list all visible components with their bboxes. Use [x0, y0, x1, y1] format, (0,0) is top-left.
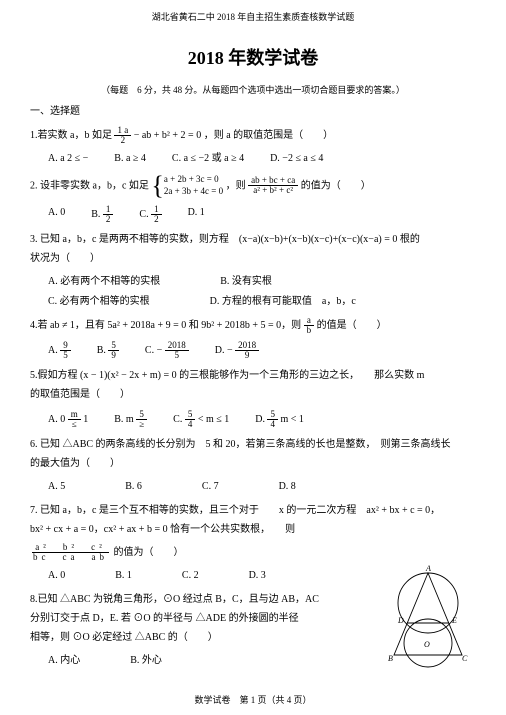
label-a: A: [425, 565, 431, 573]
q1-opt-d: D. −2 ≤ a ≤ 4: [270, 151, 323, 167]
q3-line2: 状况为（ ）: [30, 249, 476, 268]
q1-opt-b: B. a ≥ 4: [114, 151, 146, 167]
label-c: C: [462, 654, 468, 663]
q7-expr: a² b² c² bc ca ab: [30, 543, 111, 562]
q5-stem: 5.假如方程 (x − 1)(x² − 2x + m) = 0 的三根能够作为一…: [30, 366, 476, 385]
q4-opt-d: D. − 20189: [215, 341, 259, 360]
geometry-diagram-icon: A B C D E O: [380, 565, 476, 675]
q6-options: A. 5 B. 6 C. 7 D. 8: [48, 479, 476, 495]
header-text: 湖北省黄石二中 2018 年自主招生素质查核数学试题: [152, 12, 355, 22]
q1-stem-a: 1.若实数 a，b 如足: [30, 130, 114, 141]
q8-line2: 分别订交于点 D，E. 若 ⊙O 的半径与 △ADE 的外接圆的半径: [30, 609, 350, 628]
title: 2018 年数学试卷: [30, 44, 476, 73]
q1-opt-c: C. a ≤ −2 或 a ≥ 4: [172, 151, 244, 167]
brace-icon: {: [151, 173, 163, 199]
q2-row1: a + 2b + 3c = 0: [164, 174, 223, 186]
q6-opt-b: B. 6: [125, 479, 142, 495]
q8-figure: A B C D E O: [380, 565, 476, 675]
q3-options-row1: A. 必有两个不相等的实根 B. 没有实根: [48, 274, 476, 290]
q2-opt-d: D. 1: [188, 205, 205, 224]
instruction: （每题 6 分，共 48 分。从每题四个选项中选出一项切合题目要求的答案。）: [30, 83, 476, 97]
q2-opt-a: A. 0: [48, 205, 65, 224]
q6-opt-c: C. 7: [202, 479, 219, 495]
q8-stem: 8.已知 △ABC 为锐角三角形，⊙O 经过点 B，C，且与边 AB，AC: [30, 590, 350, 609]
q5-line2: 的取值范围是（ ）: [30, 385, 476, 404]
q5-opt-c: C. 54 < m ≤ 1: [173, 410, 229, 429]
label-b: B: [388, 654, 393, 663]
q1-options: A. a 2 ≤ − B. a ≥ 4 C. a ≤ −2 或 a ≥ 4 D.…: [48, 151, 476, 167]
q8-opt-b: B. 外心: [130, 653, 162, 669]
q5-opt-b: B. m 5≥: [114, 410, 147, 429]
q6-opt-a: A. 5: [48, 479, 65, 495]
q5-opt-a: A. 0 m≤ 1: [48, 410, 88, 429]
question-5: 5.假如方程 (x − 1)(x² − 2x + m) = 0 的三根能够作为一…: [30, 366, 476, 404]
label-o: O: [424, 640, 430, 649]
q7-opt-a: A. 0: [48, 568, 65, 584]
q6-line2: 的最大值为（ ）: [30, 454, 476, 473]
q3-options-row2: C. 必有两个相等的实根 D. 方程的根有可能取值 a，b，c: [48, 294, 476, 310]
q2-opt-c: C. 12: [139, 205, 161, 224]
q2-options: A. 0 B. 12 C. 12 D. 1: [48, 205, 476, 224]
question-4: 4.若 ab ≠ 1，且有 5a² + 2018a + 9 = 0 和 9b² …: [30, 316, 476, 335]
section-1-label: 一、选择题: [30, 104, 476, 120]
question-6: 6. 已知 △ABC 的两条高线的长分别为 5 和 20，若第三条高线的长也是整…: [30, 435, 476, 473]
q4-opt-b: B. 59: [97, 341, 119, 360]
q1-opt-a: A. a 2 ≤ −: [48, 151, 88, 167]
q4-opt-c: C. − 20185: [145, 341, 189, 360]
q2-expr: ab + bc + ca a² + b² + c²: [248, 176, 298, 195]
q4-stem-tail: 的值是（ ）: [317, 320, 387, 331]
q2-mid: ，则: [226, 180, 246, 191]
question-2: 2. 设非零实数 a，b，c 如足 { a + 2b + 3c = 0 2a +…: [30, 173, 476, 199]
q2-opt-b: B. 12: [91, 205, 113, 224]
q8-opt-a: A. 内心: [48, 653, 80, 669]
q3-opt-d: D. 方程的根有可能取值 a，b，c: [210, 294, 356, 310]
q3-opt-a: A. 必有两个不相等的实根: [48, 274, 160, 290]
q7-opt-b: B. 1: [115, 568, 132, 584]
q4-opt-a: A. 95: [48, 341, 71, 360]
q6-stem: 6. 已知 △ABC 的两条高线的长分别为 5 和 20，若第三条高线的长也是整…: [30, 435, 476, 454]
q7-expr-block: a² b² c² bc ca ab 的值为（ ）: [30, 543, 476, 562]
question-8: 8.已知 △ABC 为锐角三角形，⊙O 经过点 B，C，且与边 AB，AC 分别…: [30, 590, 350, 647]
q3-opt-b: B. 没有实根: [220, 274, 272, 290]
q4-stem-frac: a b: [304, 316, 315, 335]
q1-eq: − ab + b² + 2 = 0: [134, 130, 202, 141]
label-e: E: [451, 616, 457, 625]
q7-stem: 7. 已知 a，b，c 是三个互不相等的实数，且三个对于 x 的一元二次方程 a…: [30, 501, 476, 520]
q8-line3: 相等，则 ⊙O 必定经过 △ABC 的（ ）: [30, 628, 350, 647]
q2-system: { a + 2b + 3c = 0 2a + 3b + 4c = 0: [151, 173, 223, 199]
question-3: 3. 已知 a，b，c 是两两不相等的实数，则方程 (x−a)(x−b)+(x−…: [30, 230, 476, 268]
q6-opt-d: D. 8: [279, 479, 296, 495]
q7-opt-d: D. 3: [249, 568, 266, 584]
q3-stem: 3. 已知 a，b，c 是两两不相等的实数，则方程 (x−a)(x−b)+(x−…: [30, 230, 476, 249]
page-footer: 数学试卷 第 1 页（共 4 页）: [0, 693, 506, 707]
q2-tail: 的值为（ ）: [301, 180, 371, 191]
q3-opt-c: C. 必有两个相等的实根: [48, 294, 150, 310]
q5-options: A. 0 m≤ 1 B. m 5≥ C. 54 < m ≤ 1 D. 54 m …: [48, 410, 476, 429]
q7-tail: 的值为（ ）: [113, 547, 183, 558]
q1-frac: 1 a 2: [114, 126, 131, 145]
q4-options: A. 95 B. 59 C. − 20185 D. − 20189: [48, 341, 476, 360]
q5-opt-d: D. 54 m < 1: [255, 410, 304, 429]
q7-opt-c: C. 2: [182, 568, 199, 584]
q1-stem-b: ，则 a 的取值范围是（ ）: [204, 130, 333, 141]
q2-row2: 2a + 3b + 4c = 0: [164, 186, 223, 198]
label-d: D: [397, 616, 404, 625]
q2-pre: 2. 设非零实数 a，b，c 如足: [30, 180, 149, 191]
q7-line2: bx² + cx + a = 0，cx² + ax + b = 0 恰有一个公共…: [30, 520, 476, 539]
q4-stem: 4.若 ab ≠ 1，且有 5a² + 2018a + 9 = 0 和 9b² …: [30, 320, 304, 331]
page-header: 湖北省黄石二中 2018 年自主招生素质查核数学试题: [30, 10, 476, 24]
question-7: 7. 已知 a，b，c 是三个互不相等的实数，且三个对于 x 的一元二次方程 a…: [30, 501, 476, 562]
question-1: 1.若实数 a，b 如足 1 a 2 − ab + b² + 2 = 0 ，则 …: [30, 126, 476, 145]
